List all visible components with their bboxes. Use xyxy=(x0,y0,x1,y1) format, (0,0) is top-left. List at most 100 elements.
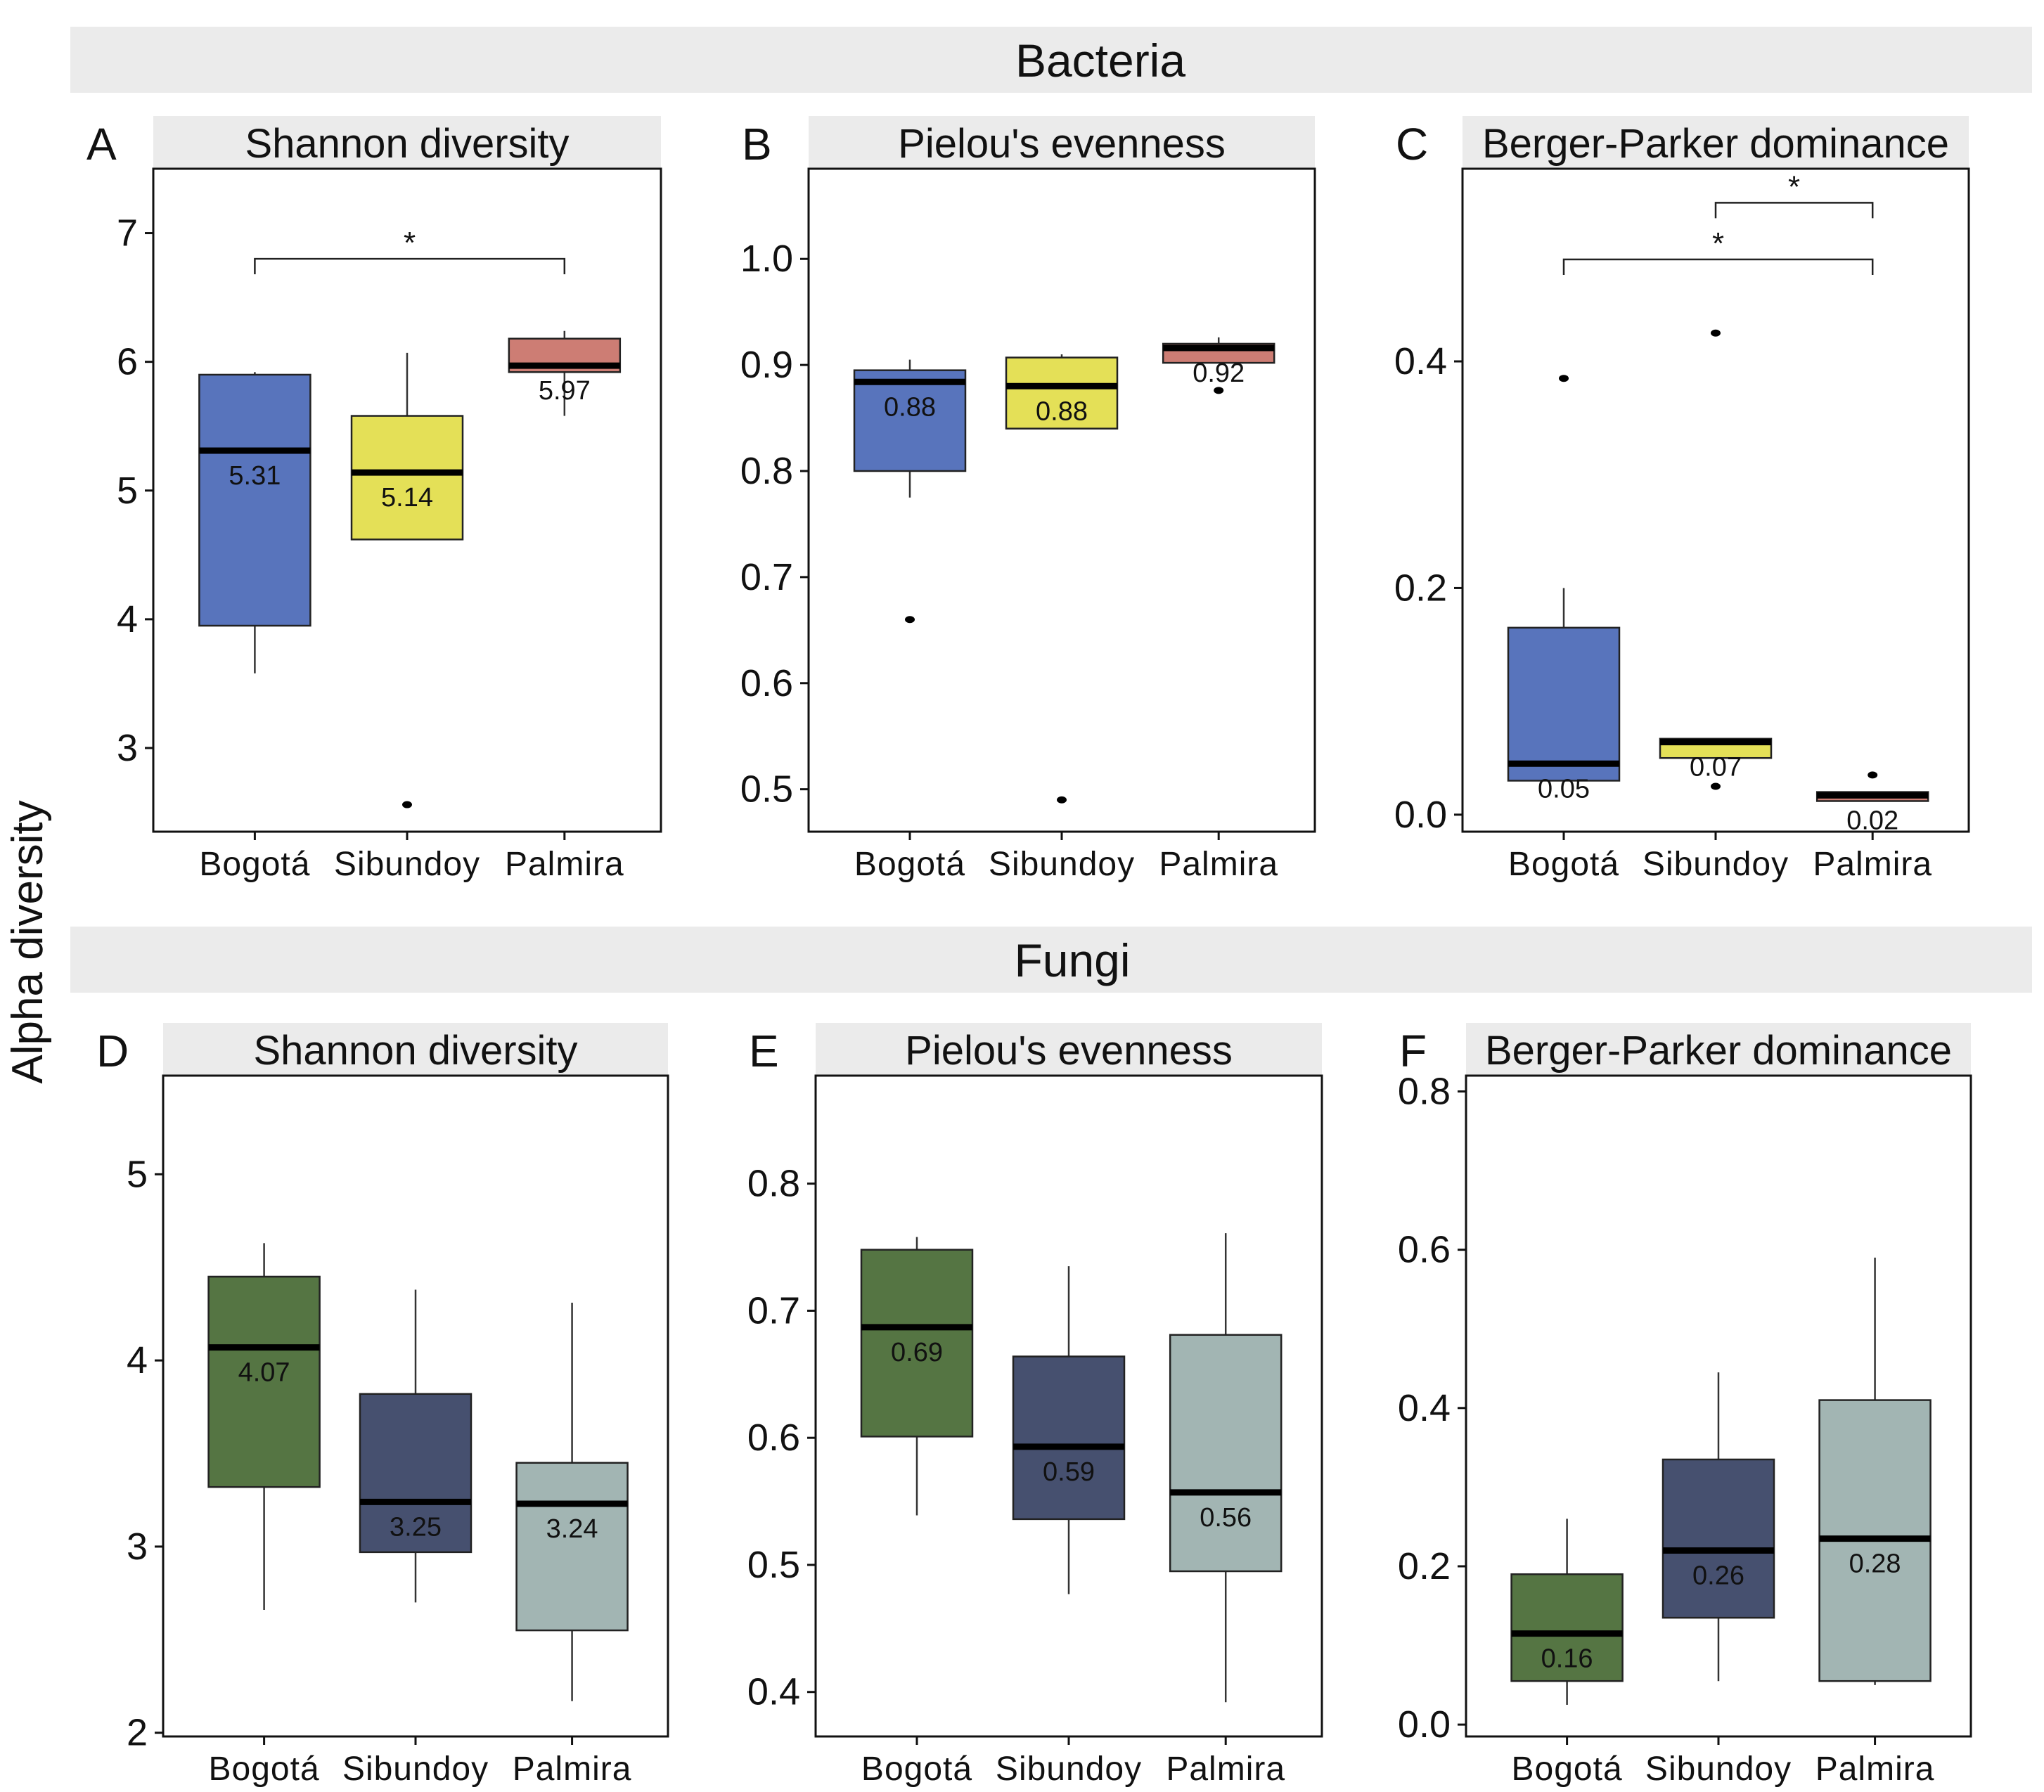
y-tick-label: 2 xyxy=(127,1712,148,1754)
y-tick-label: 0.4 xyxy=(747,1671,800,1713)
panel-title-bar xyxy=(816,1023,1322,1076)
panel-letter: D xyxy=(96,1026,129,1076)
panel-d: Shannon diversity D 2 3 4 5 4.07 3.25 3.24 Bogotá… xyxy=(96,1023,669,1788)
y-tick-label: 0.7 xyxy=(740,556,793,598)
panel-title-bar xyxy=(163,1023,668,1076)
panel-b: Pielou's evenness B 0.5 0.6 0.7 0.8 0.9 1.0 0.88… xyxy=(740,116,1316,883)
box-body xyxy=(515,1462,629,1632)
panel-title: Berger-Parker dominance xyxy=(1485,1028,1952,1074)
box-body xyxy=(1661,1458,1775,1619)
box-body xyxy=(1510,1573,1624,1682)
fungi-section-bar xyxy=(70,927,2032,993)
significance-marker: * xyxy=(1712,226,1724,261)
median-label: 0.26 xyxy=(1692,1561,1744,1590)
panel-letter: F xyxy=(1399,1026,1427,1076)
x-tick-label: Sibundoy xyxy=(996,1751,1142,1788)
y-tick-label: 0.6 xyxy=(1398,1229,1451,1271)
box-sibundoy: 0.88 xyxy=(1005,354,1119,804)
x-tick-label: Sibundoy xyxy=(342,1751,489,1788)
x-tick-label: Sibundoy xyxy=(989,846,1135,883)
x-tick-label: Sibundoy xyxy=(1643,846,1789,883)
box-palmira: 0.92 xyxy=(1162,337,1275,394)
y-tick-label: 1.0 xyxy=(740,238,793,280)
panel-c: Berger-Parker dominance C 0.0 0.2 0.4 0.05 0.0… xyxy=(1394,116,1970,883)
box-palmira: 3.24 xyxy=(515,1303,629,1701)
panel-title: Shannon diversity xyxy=(253,1028,577,1074)
box-body xyxy=(207,1275,321,1488)
box-palmira: 0.02 xyxy=(1815,771,1929,835)
x-tick-label: Bogotá xyxy=(209,1751,320,1788)
y-tick-label: 3 xyxy=(127,1526,148,1568)
significance-bracket xyxy=(254,257,566,275)
box-body xyxy=(1507,626,1621,782)
median-label: 5.14 xyxy=(381,483,433,513)
median-label: 4.07 xyxy=(238,1358,290,1388)
box-bogot: 0.88 xyxy=(853,359,967,624)
box-body xyxy=(350,415,464,541)
panel-letter: B xyxy=(742,119,772,169)
x-tick-label: Palmira xyxy=(513,1751,632,1788)
y-tick-label: 0.2 xyxy=(1398,1545,1451,1587)
x-tick-label: Bogotá xyxy=(199,846,310,883)
box-palmira: 0.56 xyxy=(1169,1233,1283,1703)
y-axis-label: Alpha diversity xyxy=(4,800,52,1083)
panel-title: Pielou's evenness xyxy=(898,121,1226,167)
box-body xyxy=(853,369,967,472)
bacteria-section-bar xyxy=(70,27,2032,93)
box-sibundoy: 3.25 xyxy=(359,1289,473,1603)
box-body xyxy=(1169,1334,1283,1573)
outlier-point xyxy=(1711,329,1721,337)
box-bogot: 0.05 xyxy=(1507,375,1621,804)
box-body xyxy=(1012,1355,1126,1521)
box-body xyxy=(359,1393,473,1554)
x-tick-label: Palmira xyxy=(1815,1751,1935,1788)
median-label: 0.92 xyxy=(1193,359,1245,388)
x-tick-label: Sibundoy xyxy=(1645,1751,1792,1788)
y-tick-label: 0.0 xyxy=(1398,1703,1451,1746)
panel-title: Pielou's evenness xyxy=(905,1028,1233,1074)
box-sibundoy: 5.14 xyxy=(350,352,464,808)
panel-title-bar xyxy=(1466,1023,1971,1076)
outlier-point xyxy=(1214,387,1224,394)
y-tick-label: 0.8 xyxy=(1398,1071,1451,1113)
x-tick-label: Bogotá xyxy=(1508,846,1619,883)
box-body xyxy=(860,1249,974,1438)
x-tick-label: Sibundoy xyxy=(334,846,480,883)
panel-e: Pielou's evenness E 0.4 0.5 0.6 0.7 0.8 0.69 0.5… xyxy=(747,1023,1323,1788)
y-tick-label: 0.0 xyxy=(1394,794,1447,836)
y-tick-label: 5 xyxy=(117,470,138,512)
median-label: 0.88 xyxy=(1036,397,1088,426)
panel-letter: E xyxy=(749,1026,779,1076)
y-tick-label: 0.5 xyxy=(747,1544,800,1586)
median-label: 0.28 xyxy=(1849,1549,1901,1579)
median-label: 0.56 xyxy=(1200,1503,1252,1533)
panel-letter: C xyxy=(1396,119,1428,169)
y-tick-label: 6 xyxy=(117,341,138,383)
box-bogot: 5.31 xyxy=(198,372,311,673)
panels: Shannon diversity A 3 4 5 6 7 5.31 5.14 5.97 Bogot… xyxy=(86,116,1972,1788)
box-body xyxy=(198,373,311,627)
significance-marker: * xyxy=(404,226,416,260)
y-tick-label: 7 xyxy=(117,212,138,254)
y-tick-label: 3 xyxy=(117,727,138,769)
box-sibundoy: 0.07 xyxy=(1659,329,1773,790)
box-bogot: 0.69 xyxy=(860,1237,974,1516)
x-tick-label: Bogotá xyxy=(861,1751,972,1788)
box-palmira: 0.28 xyxy=(1818,1257,1931,1685)
significance-bracket xyxy=(1562,258,1874,275)
median-label: 3.24 xyxy=(546,1514,598,1544)
box-bogot: 4.07 xyxy=(207,1243,321,1610)
outlier-point xyxy=(402,801,412,808)
x-tick-label: Palmira xyxy=(1813,846,1932,883)
median-label: 5.97 xyxy=(539,376,591,406)
median-label: 0.88 xyxy=(884,392,936,422)
outlier-point xyxy=(1711,782,1721,790)
box-body xyxy=(1005,356,1119,430)
median-label: 0.16 xyxy=(1541,1644,1593,1674)
y-tick-label: 0.4 xyxy=(1394,340,1447,382)
box-palmira: 5.97 xyxy=(508,330,622,416)
median-label: 0.69 xyxy=(891,1338,943,1367)
outlier-point xyxy=(1868,771,1878,779)
panel-title-bar xyxy=(809,116,1315,169)
significance-marker: * xyxy=(1788,169,1800,204)
